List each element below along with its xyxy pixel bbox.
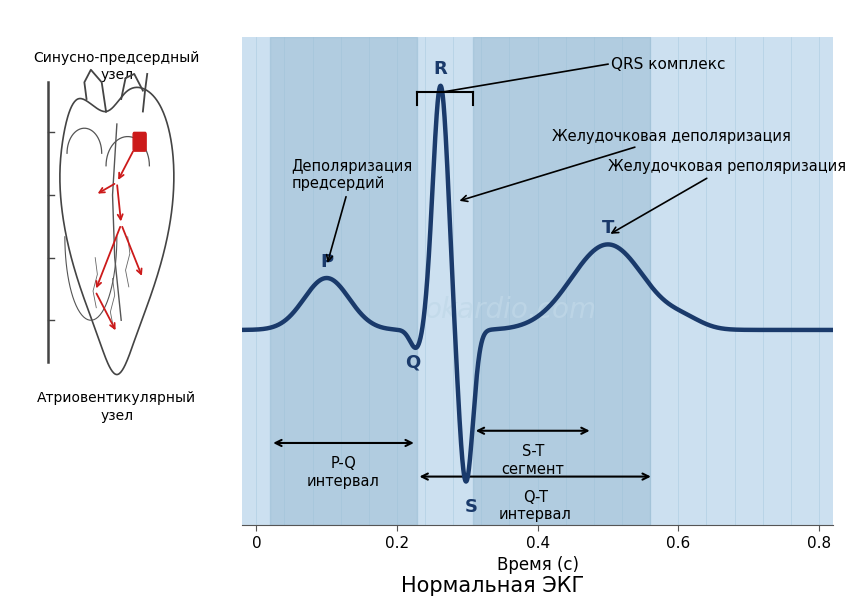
Text: Желудочковая реполяризация: Желудочковая реполяризация bbox=[608, 159, 846, 233]
Text: Деполяризация
предсердий: Деполяризация предсердий bbox=[292, 159, 413, 262]
Text: Q-T
интервал: Q-T интервал bbox=[499, 490, 571, 522]
Text: Q: Q bbox=[405, 353, 420, 371]
Text: Желудочковая деполяризация: Желудочковая деполяризация bbox=[462, 128, 790, 202]
Bar bbox=[473, 37, 650, 525]
Text: S-T
сегмент: S-T сегмент bbox=[502, 444, 564, 477]
FancyBboxPatch shape bbox=[133, 133, 146, 151]
Text: Нормальная ЭКГ: Нормальная ЭКГ bbox=[401, 576, 585, 596]
Polygon shape bbox=[60, 87, 174, 375]
Text: R: R bbox=[434, 60, 447, 78]
Text: P-Q
интервал: P-Q интервал bbox=[307, 456, 380, 489]
Bar bbox=[270, 37, 416, 525]
Text: Атриовентикулярный
узел: Атриовентикулярный узел bbox=[37, 391, 196, 423]
Text: QRS комплекс: QRS комплекс bbox=[611, 57, 726, 71]
Text: S: S bbox=[464, 498, 478, 516]
Text: Синусно-предсердный
узел: Синусно-предсердный узел bbox=[34, 51, 200, 82]
Text: T: T bbox=[602, 219, 615, 237]
X-axis label: Время (с): Время (с) bbox=[496, 557, 579, 574]
Text: P: P bbox=[320, 253, 333, 271]
Text: okardio.com: okardio.com bbox=[425, 296, 597, 324]
